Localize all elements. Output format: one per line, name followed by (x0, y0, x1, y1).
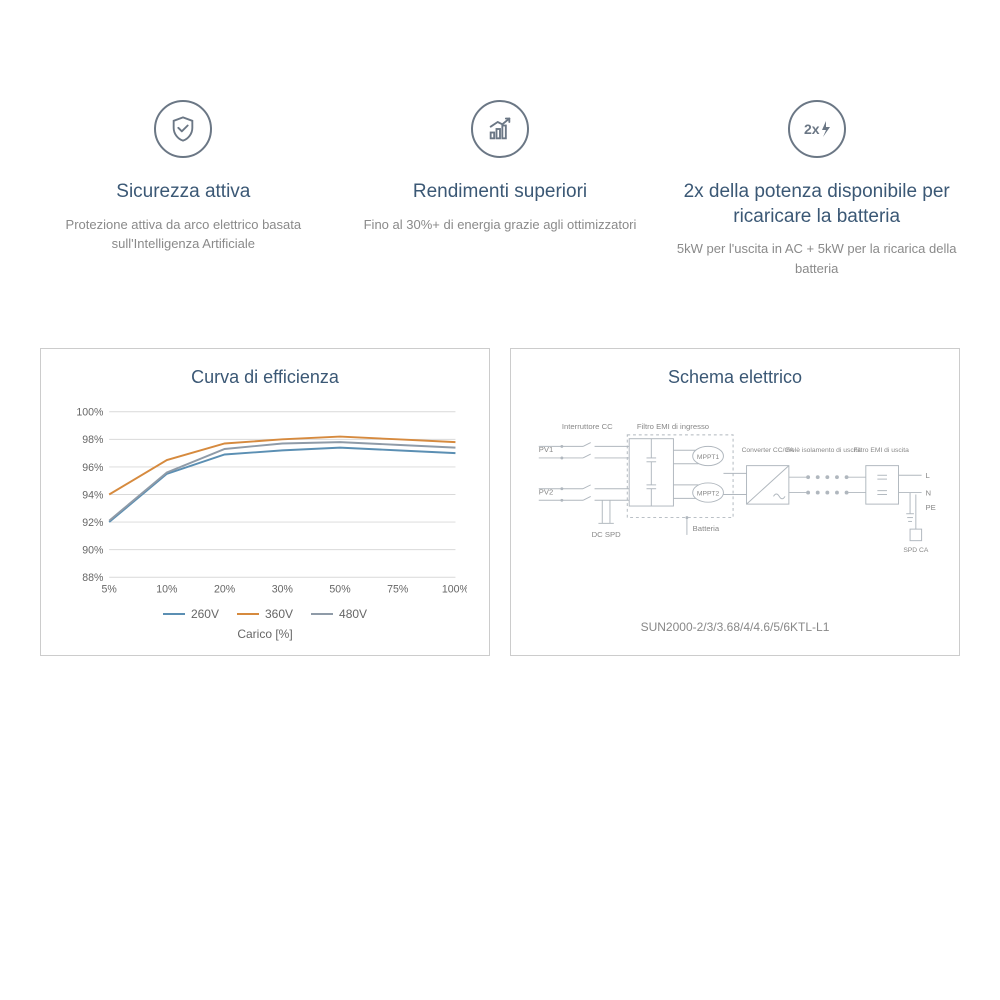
features-row: Sicurezza attiva Protezione attiva da ar… (40, 100, 960, 278)
svg-text:Filtro EMI di uscita: Filtro EMI di uscita (854, 448, 910, 455)
efficiency-chart-panel: Curva di efficienza 88% 90% 92% 94% 96% 98% 10… (40, 348, 490, 655)
svg-text:MPPT2: MPPT2 (697, 491, 720, 498)
svg-text:N: N (925, 489, 931, 498)
svg-text:50%: 50% (329, 584, 351, 596)
svg-text:DC SPD: DC SPD (592, 530, 621, 539)
svg-text:88%: 88% (82, 572, 104, 584)
svg-text:Batteria: Batteria (693, 524, 720, 533)
svg-text:96%: 96% (82, 462, 104, 474)
svg-text:Interruttore CC: Interruttore CC (562, 422, 613, 431)
feature-security: Sicurezza attiva Protezione attiva da ar… (40, 100, 327, 278)
svg-text:100%: 100% (76, 407, 104, 419)
svg-text:5%: 5% (102, 584, 118, 596)
svg-text:98%: 98% (82, 435, 104, 447)
svg-text:SPD CA: SPD CA (903, 548, 929, 555)
feature-title: 2x della potenza disponibile per ricaric… (673, 180, 960, 229)
legend-item: 360V (237, 607, 293, 621)
feature-desc: Protezione attiva da arco elettrico basa… (40, 215, 327, 254)
svg-text:75%: 75% (387, 584, 409, 596)
svg-text:94%: 94% (82, 490, 104, 502)
chart-up-icon (471, 100, 529, 158)
schema-panel: Schema elettrico Interruttore CC Filtro E… (510, 348, 960, 655)
legend-item: 480V (311, 607, 367, 621)
svg-text:PE: PE (925, 503, 935, 512)
2x-bolt-icon: 2x (788, 100, 846, 158)
feature-title: Rendimenti superiori (413, 180, 587, 205)
shield-icon (154, 100, 212, 158)
svg-text:L: L (925, 472, 930, 481)
schema-title: Schema elettrico (533, 367, 937, 388)
svg-text:MPPT1: MPPT1 (697, 454, 720, 461)
feature-title: Sicurezza attiva (116, 180, 250, 205)
svg-text:20%: 20% (214, 584, 236, 596)
legend-item: 260V (163, 607, 219, 621)
chart-legend: 260V 360V 480V (63, 607, 467, 621)
svg-text:Relè isolamento di uscita: Relè isolamento di uscita (786, 448, 861, 455)
schema-model: SUN2000-2/3/3.68/4/4.6/5/6KTL-L1 (533, 620, 937, 634)
feature-power: 2x 2x della potenza disponibile per rica… (673, 100, 960, 278)
efficiency-chart: 88% 90% 92% 94% 96% 98% 100% 5% 10% 20% 30% 50% 75% 1… (63, 406, 467, 598)
chart-title: Curva di efficienza (63, 367, 467, 388)
svg-text:100%: 100% (442, 584, 467, 596)
electrical-schema: Interruttore CCFiltro EMI di ingressoPV1… (533, 406, 937, 608)
feature-desc: Fino al 30%+ di energia grazie agli otti… (364, 215, 637, 235)
svg-text:10%: 10% (156, 584, 178, 596)
panels-row: Curva di efficienza 88% 90% 92% 94% 96% 98% 10… (40, 348, 960, 655)
svg-text:2x: 2x (804, 121, 820, 137)
x-axis-title: Carico [%] (63, 627, 467, 641)
feature-desc: 5kW per l'uscita in AC + 5kW per la rica… (673, 239, 960, 278)
feature-yield: Rendimenti superiori Fino al 30%+ di ene… (357, 100, 644, 278)
svg-text:Filtro EMI di ingresso: Filtro EMI di ingresso (637, 422, 709, 431)
svg-text:90%: 90% (82, 545, 104, 557)
svg-text:30%: 30% (272, 584, 294, 596)
svg-text:92%: 92% (82, 517, 104, 529)
